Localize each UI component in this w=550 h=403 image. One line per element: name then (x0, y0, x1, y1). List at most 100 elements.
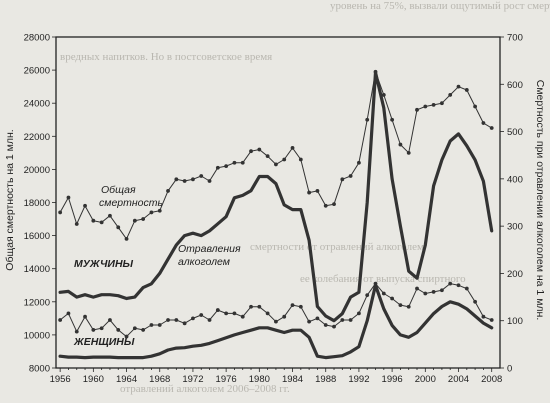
men-total-mortality-point (274, 162, 278, 167)
women-total-mortality-point (191, 316, 195, 321)
x-tick-label: 2000 (415, 374, 436, 385)
x-tick-label: 1980 (249, 374, 270, 385)
men-total-mortality-point (265, 154, 270, 159)
women-total-mortality-point (232, 311, 237, 316)
left-tick-label: 28000 (24, 33, 50, 44)
men-total-mortality-point (199, 174, 204, 178)
women-total-mortality-point (224, 311, 229, 316)
annotation-label: алкоголем (178, 256, 230, 268)
x-tick-label: 1968 (149, 374, 170, 385)
right-tick-label: 300 (507, 222, 523, 233)
women-total-mortality-point (149, 323, 154, 327)
men-total-mortality-point (66, 195, 71, 200)
men-total-mortality-point (174, 177, 179, 182)
right-tick-label: 700 (507, 33, 523, 44)
background-text-line: уровень на 75%, вызвали ощутимый рост см… (330, 0, 550, 12)
women-total-mortality-point (456, 283, 461, 288)
women-total-mortality-point (332, 324, 336, 329)
men-total-mortality-point (257, 147, 262, 152)
men-total-mortality-point (406, 150, 411, 155)
women-total-mortality-point (390, 296, 395, 301)
right-tick-label: 100 (507, 316, 523, 327)
left-tick-label: 16000 (24, 231, 50, 242)
women-total-mortality-point (415, 286, 419, 291)
men-total-mortality-point (124, 237, 129, 241)
x-tick-label: 1960 (83, 374, 104, 385)
x-tick-label: 1964 (116, 374, 137, 385)
women-total-mortality-point (464, 286, 469, 291)
women-total-mortality-point (307, 319, 312, 324)
annotation-label: ЖЕНЩИНЫ (73, 336, 135, 348)
women-total-mortality-point (174, 318, 179, 322)
men-total-mortality-point (282, 157, 287, 162)
men-total-mortality-point (249, 149, 253, 154)
men-total-mortality-point (423, 104, 428, 109)
women-total-mortality-point (199, 313, 204, 317)
men-total-mortality-point (99, 220, 104, 225)
women-total-mortality-point (240, 314, 245, 319)
women-total-mortality-point (448, 281, 453, 286)
men-total-mortality-point (440, 101, 444, 106)
annotation-label: Отравления (178, 243, 241, 255)
men-total-mortality-point (315, 189, 320, 193)
men-total-mortality-point (116, 225, 121, 230)
women-total-mortality-point (348, 318, 353, 322)
x-tick-label: 1984 (282, 374, 303, 385)
men-total-mortality-point (91, 218, 96, 223)
women-total-mortality-point (274, 319, 278, 324)
series-lines (58, 69, 494, 360)
men-total-mortality-point (224, 164, 229, 168)
men-total-mortality-point (357, 160, 361, 165)
background-text-line: ее колебания от выпуска спиртного (300, 273, 466, 285)
left-tick-label: 24000 (24, 99, 50, 110)
left-tick-label: 12000 (24, 297, 50, 308)
men-total-mortality-point (58, 210, 63, 215)
men-total-mortality-point (332, 202, 336, 207)
women-total-mortality-point (282, 314, 287, 319)
men-total-mortality-point (74, 222, 79, 226)
men-total-mortality-point (390, 117, 395, 122)
background-text-line: отравлений алкоголем 2006–2008 гг. (120, 383, 290, 395)
right-axis-title: Смертность при отравлении алкоголем на 1… (534, 80, 546, 321)
left-tick-label: 8000 (29, 364, 50, 375)
annotation-label: смертность (99, 197, 163, 209)
left-y-axis-ticks: 8000 10000 12000 14000 16000 18000 20000 22000 2… (24, 33, 56, 375)
men-total-mortality-point (381, 93, 386, 97)
women-total-mortality-point (298, 304, 303, 309)
men-total-mortality-point (431, 102, 436, 107)
women-total-mortality-point (381, 291, 386, 296)
men-total-mortality-point (398, 142, 403, 147)
women-total-mortality-point (132, 326, 137, 331)
x-tick-label: 1956 (50, 374, 71, 385)
women-total-mortality-point (99, 326, 104, 331)
left-tick-label: 22000 (24, 132, 50, 143)
men-total-mortality-point (489, 126, 494, 130)
right-tick-label: 200 (507, 269, 523, 280)
women-total-mortality-point (406, 304, 411, 309)
men-total-mortality-point (473, 104, 478, 109)
right-tick-label: 400 (507, 174, 523, 185)
women-total-mortality-point (249, 304, 253, 309)
women-total-mortality-point (357, 311, 361, 316)
women-total-mortality-point (83, 314, 87, 319)
men-total-mortality-point (166, 189, 170, 193)
men-total-mortality-point (157, 208, 162, 213)
men-total-mortality-point (464, 88, 469, 92)
men-total-mortality-point (365, 117, 370, 122)
men-total-mortality-point (83, 203, 87, 208)
women-total-mortality-point (398, 303, 403, 308)
background-text-line: смертности от отравлений алкоголем (250, 241, 424, 253)
women-total-mortality-point (489, 318, 494, 322)
men-total-mortality-point (307, 190, 312, 195)
women-total-mortality-point (365, 293, 370, 298)
annotation-label: МУЖЧИНЫ (74, 258, 134, 270)
women-total-mortality-point (481, 314, 486, 319)
women-alcohol-poisoning-line (58, 283, 494, 360)
x-tick-label: 1988 (315, 374, 336, 385)
right-tick-label: 0 (507, 364, 512, 375)
x-tick-label: 2004 (448, 374, 469, 385)
men-total-mortality-point (240, 160, 245, 165)
men-total-mortality-point (132, 218, 137, 223)
